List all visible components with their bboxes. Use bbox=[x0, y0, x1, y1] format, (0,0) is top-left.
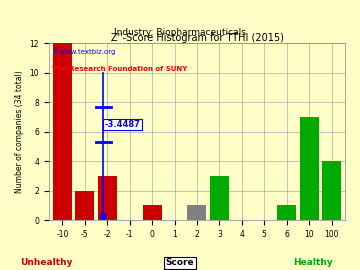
Bar bbox=[210, 176, 229, 220]
Text: Healthy: Healthy bbox=[293, 258, 333, 267]
Text: Industry: Biopharmaceuticals: Industry: Biopharmaceuticals bbox=[114, 28, 246, 37]
Bar bbox=[188, 205, 207, 220]
Bar bbox=[277, 205, 296, 220]
Bar bbox=[98, 176, 117, 220]
Bar bbox=[322, 161, 341, 220]
Bar bbox=[300, 117, 319, 220]
Text: Score: Score bbox=[166, 258, 194, 267]
Text: -3.4487: -3.4487 bbox=[104, 120, 140, 129]
Bar bbox=[143, 205, 162, 220]
Text: Unhealthy: Unhealthy bbox=[21, 258, 73, 267]
Text: ©www.textbiz.org: ©www.textbiz.org bbox=[52, 49, 115, 55]
Bar bbox=[75, 191, 94, 220]
Y-axis label: Number of companies (34 total): Number of companies (34 total) bbox=[15, 70, 24, 193]
Title: Z''-Score Histogram for TTHI (2015): Z''-Score Histogram for TTHI (2015) bbox=[111, 33, 283, 43]
Text: The Research Foundation of SUNY: The Research Foundation of SUNY bbox=[52, 66, 187, 72]
Bar bbox=[53, 43, 72, 220]
